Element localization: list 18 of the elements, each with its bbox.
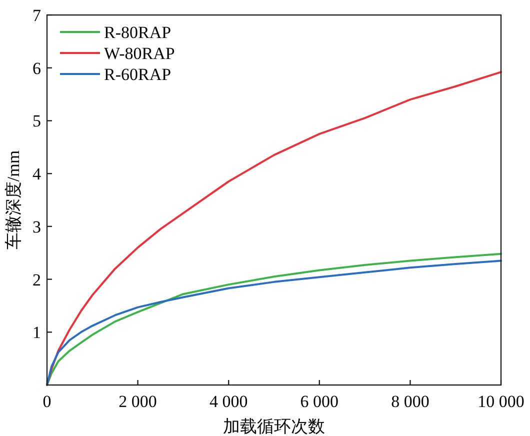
x-tick-label: 8 000 — [391, 392, 430, 411]
x-tick-label: 10 000 — [478, 392, 524, 411]
y-tick-label: 3 — [32, 217, 41, 236]
x-tick-label: 0 — [42, 392, 52, 411]
legend-label: R-80RAP — [104, 23, 172, 42]
y-axis-title: 车辙深度/mm — [4, 150, 23, 250]
x-axis-title: 加载循环次数 — [223, 417, 325, 436]
legend-label: W-80RAP — [104, 44, 175, 63]
y-tick-label: 2 — [32, 270, 41, 290]
legend-label: R-60RAP — [104, 65, 172, 84]
x-tick-label: 2 000 — [118, 392, 157, 411]
y-tick-label: 5 — [32, 112, 41, 131]
y-tick-label: 7 — [32, 6, 42, 25]
y-tick-label: 1 — [32, 323, 41, 342]
x-tick-label: 6 000 — [300, 392, 339, 411]
y-tick-label: 6 — [32, 58, 41, 78]
x-tick-label: 4 000 — [209, 392, 248, 411]
y-tick-label: 4 — [32, 164, 42, 184]
